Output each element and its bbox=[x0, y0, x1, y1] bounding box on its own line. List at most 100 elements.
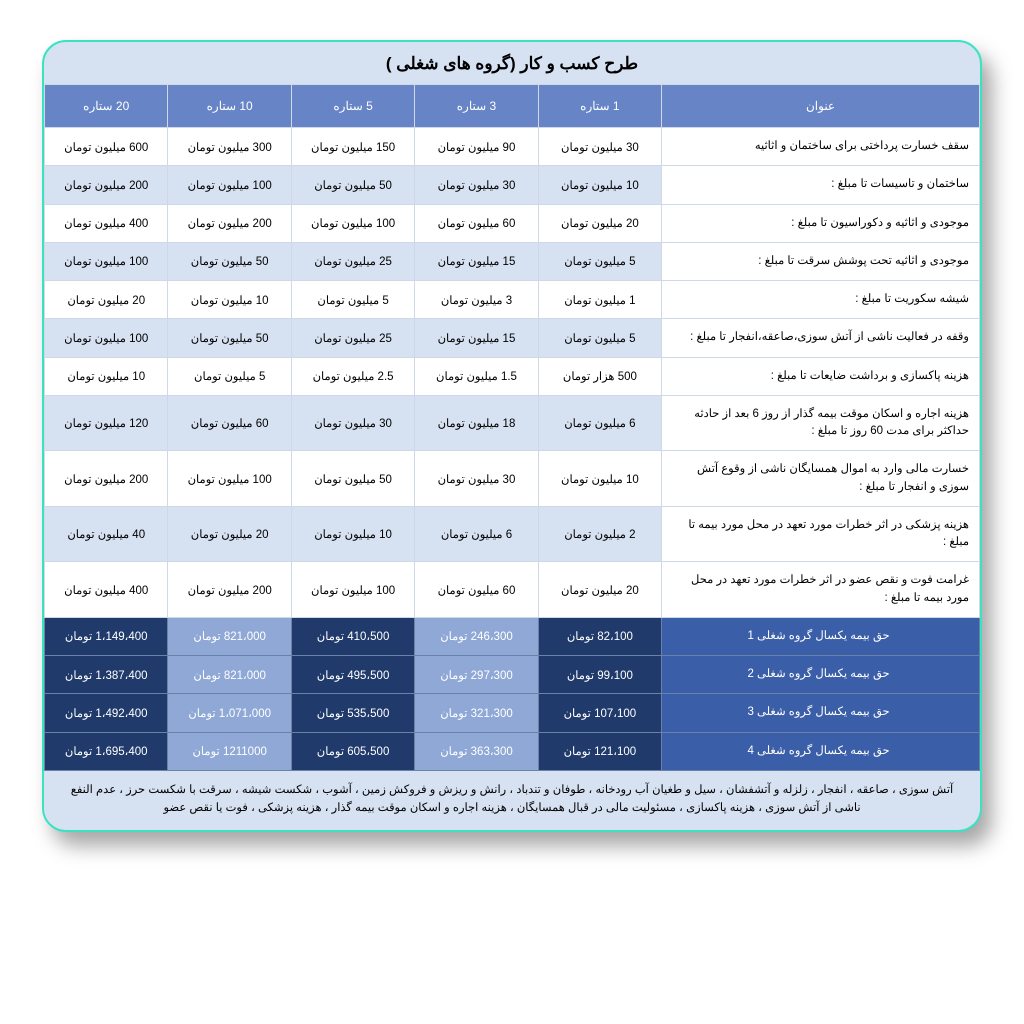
job-row-label: حق بیمه یکسال گروه شغلی 1 bbox=[662, 617, 980, 655]
job-row-value: 1،387،400 تومان bbox=[45, 656, 168, 694]
job-row-label: حق بیمه یکسال گروه شغلی 2 bbox=[662, 656, 980, 694]
row-value: 15 میلیون تومان bbox=[415, 242, 538, 280]
row-value: 10 میلیون تومان bbox=[45, 357, 168, 395]
row-value: 100 میلیون تومان bbox=[168, 166, 291, 204]
row-value: 10 میلیون تومان bbox=[291, 506, 414, 562]
table-row: خسارت مالی وارد به اموال همسایگان ناشی ا… bbox=[45, 451, 980, 507]
row-value: 15 میلیون تومان bbox=[415, 319, 538, 357]
job-row-value: 246،300 تومان bbox=[415, 617, 538, 655]
job-row-value: 495،500 تومان bbox=[291, 656, 414, 694]
job-row: حق بیمه یکسال گروه شغلی 3107،100 تومان32… bbox=[45, 694, 980, 732]
table-row: موجودی و اثاثیه و دکوراسیون تا مبلغ :20 … bbox=[45, 204, 980, 242]
table-row: ساختمان و تاسیسات تا مبلغ :10 میلیون توم… bbox=[45, 166, 980, 204]
row-value: 2 میلیون تومان bbox=[538, 506, 661, 562]
job-row-value: 821،000 تومان bbox=[168, 617, 291, 655]
table-row: هزینه پزشکی در اثر خطرات مورد تعهد در مح… bbox=[45, 506, 980, 562]
job-row-value: 605،500 تومان bbox=[291, 732, 414, 770]
table-row: هزینه پاکسازی و برداشت ضایعات تا مبلغ :5… bbox=[45, 357, 980, 395]
col-header-plan-20: 20 ستاره bbox=[45, 85, 168, 128]
row-label: موجودی و اثاثیه و دکوراسیون تا مبلغ : bbox=[662, 204, 980, 242]
job-row-value: 410،500 تومان bbox=[291, 617, 414, 655]
job-row-value: 363،300 تومان bbox=[415, 732, 538, 770]
col-header-plan-3: 3 ستاره bbox=[415, 85, 538, 128]
row-value: 50 میلیون تومان bbox=[168, 319, 291, 357]
row-value: 10 میلیون تومان bbox=[538, 166, 661, 204]
row-value: 200 میلیون تومان bbox=[45, 166, 168, 204]
row-value: 10 میلیون تومان bbox=[538, 451, 661, 507]
row-value: 30 میلیون تومان bbox=[291, 395, 414, 451]
col-header-plan-5: 5 ستاره bbox=[291, 85, 414, 128]
row-value: 60 میلیون تومان bbox=[415, 204, 538, 242]
table-row: غرامت فوت و نقص عضو در اثر خطرات مورد تع… bbox=[45, 562, 980, 618]
row-value: 60 میلیون تومان bbox=[168, 395, 291, 451]
row-label: غرامت فوت و نقص عضو در اثر خطرات مورد تع… bbox=[662, 562, 980, 618]
job-row-value: 821،000 تومان bbox=[168, 656, 291, 694]
table-row: موجودی و اثاثیه تحت پوشش سرقت تا مبلغ :5… bbox=[45, 242, 980, 280]
row-value: 6 میلیون تومان bbox=[538, 395, 661, 451]
row-value: 300 میلیون تومان bbox=[168, 128, 291, 166]
row-value: 25 میلیون تومان bbox=[291, 242, 414, 280]
coverage-body: سقف خسارت پرداختی برای ساختمان و اثاثیه3… bbox=[45, 128, 980, 618]
row-label: سقف خسارت پرداختی برای ساختمان و اثاثیه bbox=[662, 128, 980, 166]
pricing-card: طرح کسب و کار (گروه های شغلی ) عنوان 1 س… bbox=[42, 40, 982, 832]
row-value: 18 میلیون تومان bbox=[415, 395, 538, 451]
job-row-value: 121،100 تومان bbox=[538, 732, 661, 770]
row-value: 20 میلیون تومان bbox=[168, 506, 291, 562]
row-label: شیشه سکوریت تا مبلغ : bbox=[662, 281, 980, 319]
row-value: 50 میلیون تومان bbox=[168, 242, 291, 280]
row-value: 120 میلیون تومان bbox=[45, 395, 168, 451]
job-row-label: حق بیمه یکسال گروه شغلی 3 bbox=[662, 694, 980, 732]
row-value: 2.5 میلیون تومان bbox=[291, 357, 414, 395]
row-label: وقفه در فعالیت ناشی از آتش سوزی،صاعقه،ان… bbox=[662, 319, 980, 357]
row-value: 60 میلیون تومان bbox=[415, 562, 538, 618]
row-value: 3 میلیون تومان bbox=[415, 281, 538, 319]
row-value: 20 میلیون تومان bbox=[538, 562, 661, 618]
job-row-value: 1211000 تومان bbox=[168, 732, 291, 770]
job-row-value: 1،149،400 تومان bbox=[45, 617, 168, 655]
table-row: وقفه در فعالیت ناشی از آتش سوزی،صاعقه،ان… bbox=[45, 319, 980, 357]
col-header-plan-1: 1 ستاره bbox=[538, 85, 661, 128]
footer-note: آتش سوزی ، صاعقه ، انفجار ، زلزله و آتشف… bbox=[44, 771, 980, 824]
job-row-label: حق بیمه یکسال گروه شغلی 4 bbox=[662, 732, 980, 770]
row-value: 600 میلیون تومان bbox=[45, 128, 168, 166]
plans-table: عنوان 1 ستاره 3 ستاره 5 ستاره 10 ستاره 2… bbox=[44, 84, 980, 771]
job-row-value: 535،500 تومان bbox=[291, 694, 414, 732]
row-value: 100 میلیون تومان bbox=[168, 451, 291, 507]
row-label: ساختمان و تاسیسات تا مبلغ : bbox=[662, 166, 980, 204]
row-value: 100 میلیون تومان bbox=[45, 319, 168, 357]
row-value: 25 میلیون تومان bbox=[291, 319, 414, 357]
row-value: 40 میلیون تومان bbox=[45, 506, 168, 562]
job-row-value: 297،300 تومان bbox=[415, 656, 538, 694]
row-value: 200 میلیون تومان bbox=[168, 204, 291, 242]
row-value: 30 میلیون تومان bbox=[415, 451, 538, 507]
row-value: 5 میلیون تومان bbox=[538, 242, 661, 280]
row-value: 30 میلیون تومان bbox=[415, 166, 538, 204]
job-row: حق بیمه یکسال گروه شغلی 4121،100 تومان36… bbox=[45, 732, 980, 770]
row-label: هزینه پزشکی در اثر خطرات مورد تعهد در مح… bbox=[662, 506, 980, 562]
row-value: 6 میلیون تومان bbox=[415, 506, 538, 562]
table-row: شیشه سکوریت تا مبلغ :1 میلیون تومان3 میل… bbox=[45, 281, 980, 319]
row-value: 20 میلیون تومان bbox=[538, 204, 661, 242]
row-value: 100 میلیون تومان bbox=[291, 204, 414, 242]
job-row-value: 1،071،000 تومان bbox=[168, 694, 291, 732]
table-row: هزینه اجاره و اسکان موقت بیمه گذار از رو… bbox=[45, 395, 980, 451]
row-value: 10 میلیون تومان bbox=[168, 281, 291, 319]
col-header-plan-10: 10 ستاره bbox=[168, 85, 291, 128]
row-value: 1 میلیون تومان bbox=[538, 281, 661, 319]
row-value: 30 میلیون تومان bbox=[538, 128, 661, 166]
row-value: 100 میلیون تومان bbox=[291, 562, 414, 618]
table-row: سقف خسارت پرداختی برای ساختمان و اثاثیه3… bbox=[45, 128, 980, 166]
header-row: عنوان 1 ستاره 3 ستاره 5 ستاره 10 ستاره 2… bbox=[45, 85, 980, 128]
job-row-value: 82،100 تومان bbox=[538, 617, 661, 655]
job-row-value: 321،300 تومان bbox=[415, 694, 538, 732]
row-value: 90 میلیون تومان bbox=[415, 128, 538, 166]
row-label: هزینه اجاره و اسکان موقت بیمه گذار از رو… bbox=[662, 395, 980, 451]
job-row-value: 99،100 تومان bbox=[538, 656, 661, 694]
col-header-title: عنوان bbox=[662, 85, 980, 128]
row-value: 5 میلیون تومان bbox=[538, 319, 661, 357]
row-value: 100 میلیون تومان bbox=[45, 242, 168, 280]
row-value: 50 میلیون تومان bbox=[291, 451, 414, 507]
card-title: طرح کسب و کار (گروه های شغلی ) bbox=[44, 42, 980, 84]
row-value: 200 میلیون تومان bbox=[45, 451, 168, 507]
row-label: هزینه پاکسازی و برداشت ضایعات تا مبلغ : bbox=[662, 357, 980, 395]
